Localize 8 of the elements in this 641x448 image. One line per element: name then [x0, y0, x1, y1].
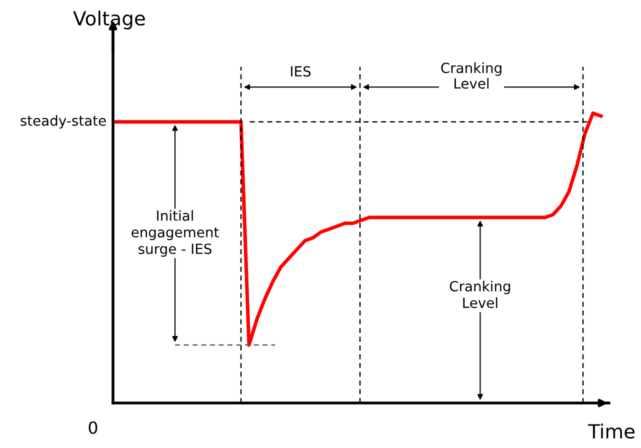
y-axis-title: Voltage — [73, 10, 145, 30]
text: IES — [291, 66, 311, 77]
annotation: Initial engagement surge - IES — [132, 210, 219, 257]
ref-line-label: steady-state — [20, 115, 106, 129]
text: 0 — [88, 421, 98, 434]
text: Cranking Level — [441, 62, 502, 89]
annotation: Cranking Level — [450, 280, 510, 308]
x-axis-title: Time — [588, 424, 635, 439]
